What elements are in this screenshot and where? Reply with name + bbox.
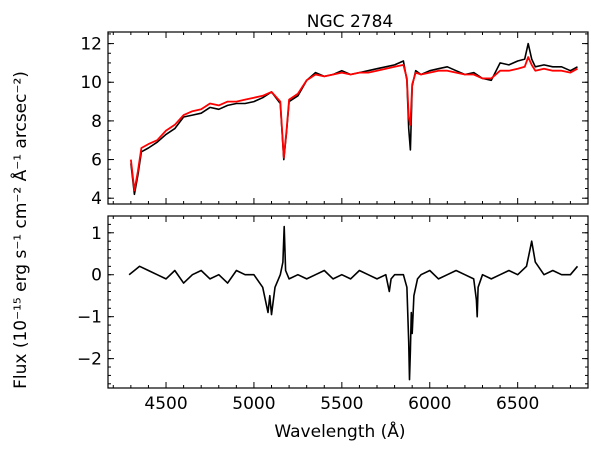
y-tick-label: 8 [91, 112, 102, 132]
x-tick-label: 4500 [144, 394, 187, 414]
x-axis-label: Wavelength (Å) [274, 420, 405, 442]
y-tick-label: −2 [77, 350, 102, 370]
y-tick-label: −1 [77, 308, 102, 328]
x-tick-label: 6500 [496, 394, 539, 414]
y-tick-label: 10 [80, 73, 102, 93]
series-line-red [130, 56, 578, 192]
y-tick-label: 1 [91, 224, 102, 244]
x-tick-label: 5000 [232, 394, 275, 414]
y-tick-label: 0 [91, 266, 102, 286]
y-tick-label: 6 [91, 151, 102, 171]
plot-frame [107, 215, 589, 389]
series-line-black [128, 225, 579, 381]
panel-spectrum: 4 6 8 10 12 [80, 31, 589, 209]
y-tick-label: 12 [80, 35, 102, 55]
series-line-black [130, 42, 578, 196]
y-axis-label: Flux (10⁻¹⁵ erg s⁻¹ cm⁻² Å⁻¹ arcsec⁻²) [9, 71, 31, 389]
y-tick-label: 4 [91, 189, 102, 209]
x-tick-label: 6000 [408, 394, 451, 414]
x-tick-label: 5500 [320, 394, 363, 414]
panel-residual: 4500 5000 5500 6000 6500 −2 −1 0 1 [77, 215, 589, 414]
plot-frame [107, 31, 589, 205]
chart-title: NGC 2784 [307, 12, 393, 32]
